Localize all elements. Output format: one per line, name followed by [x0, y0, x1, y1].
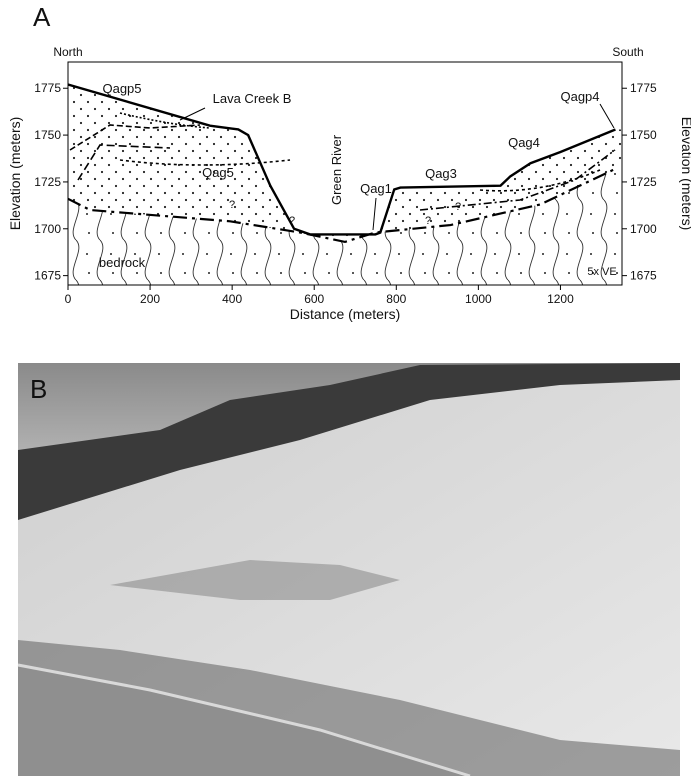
x-tick-label: 400 [222, 292, 242, 306]
contact-line [119, 159, 291, 166]
ground-surface [68, 83, 616, 236]
contact-line [119, 112, 211, 129]
contact-line [479, 169, 601, 192]
annotation: bedrock [99, 255, 146, 270]
y-axis-label: Elevation (meters) [7, 117, 23, 231]
annotation: ? [425, 215, 431, 227]
annotation: Qag1 [360, 181, 392, 196]
panel-label: B [30, 374, 47, 404]
x-tick-label: 1000 [465, 292, 492, 306]
x-tick-label: 200 [140, 292, 160, 306]
plot-frame [67, 61, 623, 286]
annotation: Green River [329, 134, 344, 205]
annotation: Qag4 [508, 135, 540, 150]
annotation: ? [229, 199, 235, 211]
gravel-fill [68, 62, 622, 242]
south-label: South [612, 45, 643, 59]
annotation: ? [289, 215, 295, 227]
x-axis-label: Distance (meters) [290, 306, 400, 322]
annotation: Qagp5 [102, 81, 141, 96]
annotation: Qagp4 [560, 89, 599, 104]
panel-label: A [33, 2, 51, 32]
y-tick-label: 1675 [34, 269, 61, 283]
y-tick-label: 1750 [34, 128, 61, 142]
leader-line [372, 197, 377, 231]
y2-tick-label: 1775 [630, 81, 657, 95]
y2-tick-label: 1675 [630, 269, 657, 283]
annotation: ? [455, 201, 461, 213]
annotation: 5x VE [587, 266, 616, 278]
x-tick-label: 0 [65, 292, 72, 306]
contact-line [69, 124, 201, 151]
leader-line [179, 107, 206, 121]
y-tick-label: 1775 [34, 81, 61, 95]
contact-line [77, 144, 171, 181]
x-tick-label: 800 [386, 292, 406, 306]
cross-section [68, 62, 622, 285]
y2-tick-label: 1750 [630, 128, 657, 142]
annotation: Qag3 [425, 166, 457, 181]
photo [17, 363, 680, 778]
y2-axis-label: Elevation (meters) [679, 117, 691, 231]
leader-line [599, 103, 615, 129]
annotation: Qag5 [202, 165, 234, 180]
gravel-base [68, 167, 616, 244]
y2-tick-label: 1700 [630, 222, 657, 236]
air-fill [68, 62, 622, 235]
contact-line [419, 149, 616, 211]
x-tick-label: 600 [304, 292, 324, 306]
north-label: North [53, 45, 82, 59]
y-tick-label: 1725 [34, 175, 61, 189]
x-tick-label: 1200 [547, 292, 574, 306]
annotation: Lava Creek B [213, 91, 292, 106]
y-tick-label: 1700 [34, 222, 61, 236]
y2-tick-label: 1725 [630, 175, 657, 189]
